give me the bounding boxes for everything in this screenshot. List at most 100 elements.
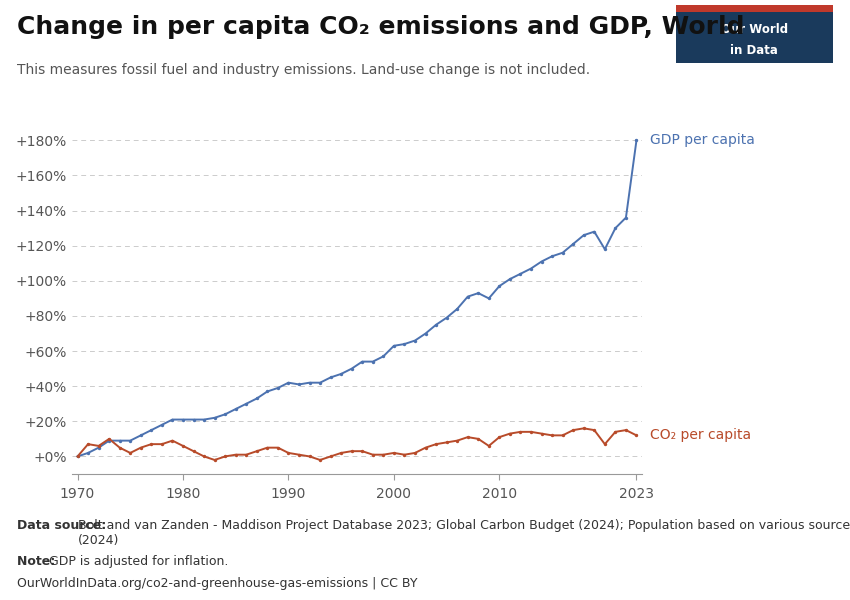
- Point: [450, 436, 464, 445]
- Point: [556, 431, 570, 440]
- Point: [207, 455, 221, 465]
- Point: [303, 378, 316, 388]
- Point: [240, 399, 253, 409]
- Point: [450, 304, 464, 314]
- Point: [524, 264, 538, 274]
- Point: [492, 281, 506, 291]
- Point: [546, 251, 559, 261]
- Point: [144, 425, 158, 435]
- Text: OurWorldInData.org/co2-and-greenhouse-gas-emissions | CC BY: OurWorldInData.org/co2-and-greenhouse-ga…: [17, 577, 417, 590]
- Point: [619, 213, 632, 223]
- Point: [377, 450, 390, 460]
- Point: [123, 448, 137, 458]
- Point: [429, 439, 443, 449]
- Point: [92, 441, 105, 451]
- Point: [82, 448, 95, 458]
- Text: in Data: in Data: [730, 44, 779, 57]
- Point: [387, 341, 400, 350]
- Point: [387, 448, 400, 458]
- Point: [408, 448, 422, 458]
- Point: [261, 443, 275, 452]
- Point: [546, 431, 559, 440]
- Point: [271, 383, 285, 393]
- Point: [535, 257, 548, 266]
- Point: [619, 425, 632, 435]
- Point: [556, 248, 570, 257]
- Text: CO₂ per capita: CO₂ per capita: [650, 428, 751, 442]
- Point: [155, 439, 168, 449]
- Text: GDP is adjusted for inflation.: GDP is adjusted for inflation.: [49, 555, 229, 568]
- Point: [355, 446, 369, 456]
- Point: [429, 320, 443, 329]
- Point: [513, 269, 527, 278]
- Point: [166, 436, 179, 445]
- Point: [535, 429, 548, 439]
- Point: [334, 448, 348, 458]
- Text: Bolt and van Zanden - Maddison Project Database 2023; Global Carbon Budget (2024: Bolt and van Zanden - Maddison Project D…: [78, 519, 850, 547]
- Point: [250, 446, 264, 456]
- Text: Note:: Note:: [17, 555, 60, 568]
- Point: [281, 378, 295, 388]
- Point: [261, 386, 275, 396]
- Point: [166, 415, 179, 424]
- Point: [292, 450, 306, 460]
- Point: [482, 441, 496, 451]
- Point: [439, 313, 453, 323]
- Point: [92, 443, 105, 452]
- Point: [472, 289, 485, 298]
- Point: [598, 439, 612, 449]
- Point: [144, 439, 158, 449]
- Point: [609, 427, 622, 437]
- Point: [609, 223, 622, 233]
- Point: [598, 244, 612, 254]
- Point: [355, 357, 369, 367]
- Point: [197, 452, 211, 461]
- Point: [134, 431, 148, 440]
- Point: [134, 443, 148, 452]
- Point: [324, 373, 337, 382]
- Text: This measures fossil fuel and industry emissions. Land-use change is not include: This measures fossil fuel and industry e…: [17, 63, 590, 77]
- Point: [439, 437, 453, 447]
- Point: [630, 136, 643, 145]
- Point: [102, 436, 116, 445]
- Point: [587, 425, 601, 435]
- Point: [197, 415, 211, 424]
- Point: [314, 455, 327, 465]
- Point: [271, 443, 285, 452]
- Point: [102, 434, 116, 443]
- Point: [229, 404, 242, 414]
- Point: [82, 439, 95, 449]
- Point: [240, 450, 253, 460]
- Point: [218, 452, 232, 461]
- Point: [503, 429, 517, 439]
- Point: [472, 434, 485, 443]
- Point: [524, 427, 538, 437]
- Point: [513, 427, 527, 437]
- Point: [123, 436, 137, 445]
- Point: [492, 433, 506, 442]
- Point: [577, 230, 591, 240]
- Point: [366, 357, 380, 367]
- Point: [377, 352, 390, 361]
- Point: [587, 227, 601, 236]
- Point: [250, 394, 264, 403]
- Text: Our World: Our World: [721, 23, 788, 37]
- Point: [113, 436, 127, 445]
- Point: [113, 443, 127, 452]
- Point: [419, 443, 433, 452]
- Point: [229, 450, 242, 460]
- Point: [461, 292, 474, 301]
- Point: [566, 239, 580, 249]
- Point: [398, 450, 411, 460]
- Point: [71, 452, 84, 461]
- Point: [461, 433, 474, 442]
- Point: [408, 336, 422, 346]
- Point: [324, 452, 337, 461]
- Point: [176, 415, 190, 424]
- Point: [566, 425, 580, 435]
- Point: [482, 293, 496, 303]
- Text: Change in per capita CO₂ emissions and GDP, World: Change in per capita CO₂ emissions and G…: [17, 15, 745, 39]
- Point: [218, 409, 232, 419]
- Point: [281, 448, 295, 458]
- Point: [345, 446, 359, 456]
